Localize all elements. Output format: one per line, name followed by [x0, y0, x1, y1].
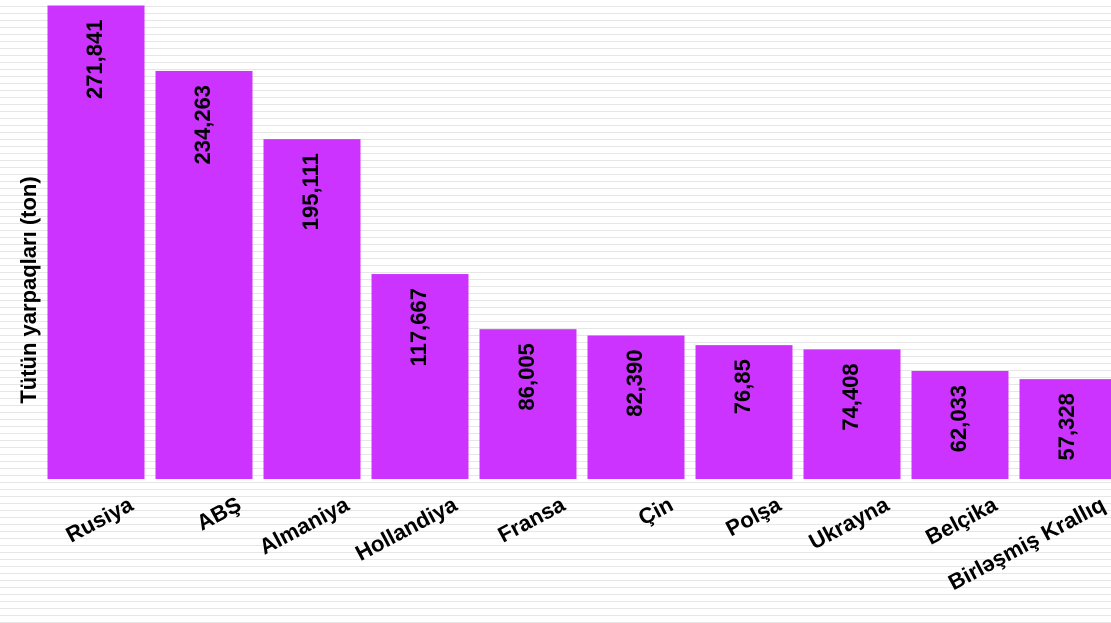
x-tick-label: Çin: [634, 491, 677, 530]
value-label: 195,111: [298, 153, 323, 230]
value-label: 234,263: [190, 85, 215, 165]
x-tick-label: Belçika: [921, 491, 1001, 550]
bar: [695, 345, 793, 479]
value-label: 82,390: [622, 349, 647, 416]
x-tick-label: ABŞ: [192, 491, 245, 535]
bar: [587, 335, 685, 479]
bar: [47, 5, 145, 479]
value-label: 62,033: [946, 385, 971, 452]
value-label: 117,667: [406, 288, 431, 366]
x-tick-label: Almaniya: [255, 491, 354, 559]
value-label: 271,841: [82, 20, 107, 100]
y-axis-label: Tütün yarpaqları (ton): [16, 176, 41, 403]
value-label: 76,85: [730, 359, 755, 414]
bar: [911, 370, 1009, 479]
value-label: 74,408: [838, 363, 863, 430]
x-tick-label: Fransa: [494, 491, 570, 547]
x-tick-label: Hollandiya: [351, 491, 462, 566]
bar: [263, 139, 361, 480]
x-tick-label: Polşa: [722, 491, 786, 541]
bar: [155, 70, 253, 479]
value-label: 57,328: [1054, 393, 1079, 460]
value-label: 86,005: [514, 343, 539, 410]
bar: [1019, 379, 1111, 479]
bar: [479, 329, 577, 479]
x-tick-label: Ukrayna: [805, 491, 894, 554]
bar: [803, 349, 901, 479]
x-tick-label: Rusiya: [62, 491, 138, 547]
bar: [371, 274, 469, 479]
